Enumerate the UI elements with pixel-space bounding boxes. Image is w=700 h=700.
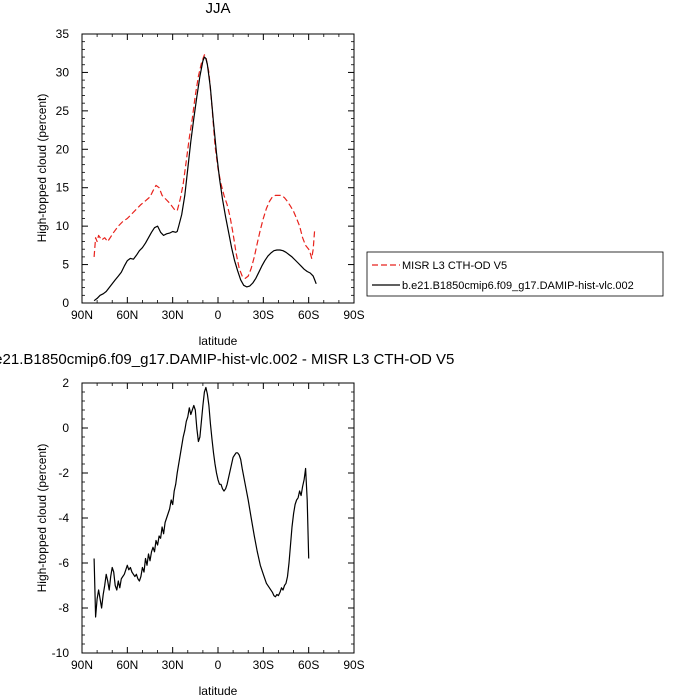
bottom-y-tick-label: 0 — [62, 421, 69, 435]
bottom-y-tick-label: -4 — [58, 511, 69, 525]
top-chart-ticks: 90N 60N 30N 0 30S 60S 90S 0 5 10 15 20 25 30 35 — [56, 27, 365, 322]
bottom-x-tick-label: 0 — [215, 658, 222, 672]
top-y-tick-label: 20 — [56, 142, 70, 156]
bottom-x-tick-label: 30S — [253, 658, 274, 672]
bottom-chart-title: b.e21.B1850cmip6.f09_g17.DAMIP-hist-vlc.… — [0, 351, 454, 368]
bottom-chart-series — [93, 386, 310, 618]
bottom-x-tick-label: 90N — [71, 658, 93, 672]
top-chart-title: JJA — [205, 0, 230, 17]
top-y-tick-label: 25 — [56, 104, 70, 118]
top-y-tick-label: 10 — [56, 219, 70, 233]
bottom-chart-xlabel: latitude — [199, 684, 238, 698]
bottom-chart-frame — [81, 382, 355, 654]
bottom-y-tick-label: -8 — [58, 601, 69, 615]
legend-label-misr: MISR L3 CTH-OD V5 — [402, 260, 507, 272]
top-x-tick-label: 60N — [116, 308, 138, 322]
bottom-x-tick-label: 30N — [162, 658, 184, 672]
top-y-tick-label: 5 — [62, 258, 69, 272]
top-x-tick-label: 60S — [298, 308, 319, 322]
bottom-y-tick-label: -10 — [52, 646, 70, 660]
top-y-tick-label: 35 — [56, 27, 70, 41]
top-x-tick-label: 30N — [162, 308, 184, 322]
top-series-line-0 — [93, 54, 316, 279]
top-y-tick-label: 30 — [56, 65, 70, 79]
top-x-tick-label: 90N — [71, 308, 93, 322]
top-x-tick-label: 90S — [343, 308, 364, 322]
legend-label-model: b.e21.B1850cmip6.f09_g17.DAMIP-hist-vlc.… — [402, 280, 634, 292]
legend: MISR L3 CTH-OD V5 b.e21.B1850cmip6.f09_g… — [366, 251, 664, 297]
top-y-tick-label: 15 — [56, 181, 70, 195]
bottom-y-tick-label: 2 — [62, 376, 69, 390]
top-y-tick-label: 0 — [62, 296, 69, 310]
bottom-y-tick-label: -2 — [58, 466, 69, 480]
bottom-chart-ylabel: High-topped cloud (percent) — [35, 444, 49, 593]
bottom-chart-ticks: 90N 60N 30N 0 30S 60S 90S -10 -8 -6 -4 -2 0 2 — [52, 376, 365, 672]
bottom-series-line-0 — [93, 386, 310, 618]
top-x-tick-label: 30S — [253, 308, 274, 322]
top-series-line-1 — [93, 56, 317, 302]
bottom-chart: b.e21.B1850cmip6.f09_g17.DAMIP-hist-vlc.… — [0, 351, 454, 698]
top-chart-xlabel: latitude — [199, 334, 238, 348]
top-chart: JJA High-topped cloud (percent) latitude… — [35, 0, 365, 348]
top-chart-frame — [81, 33, 355, 304]
top-x-tick-label: 0 — [215, 308, 222, 322]
top-chart-ylabel: High-topped cloud (percent) — [35, 94, 49, 243]
top-chart-series — [93, 54, 317, 302]
bottom-x-tick-label: 60S — [298, 658, 319, 672]
bottom-y-tick-label: -6 — [58, 556, 69, 570]
bottom-x-tick-label: 90S — [343, 658, 364, 672]
bottom-x-tick-label: 60N — [116, 658, 138, 672]
legend-box — [366, 251, 664, 297]
